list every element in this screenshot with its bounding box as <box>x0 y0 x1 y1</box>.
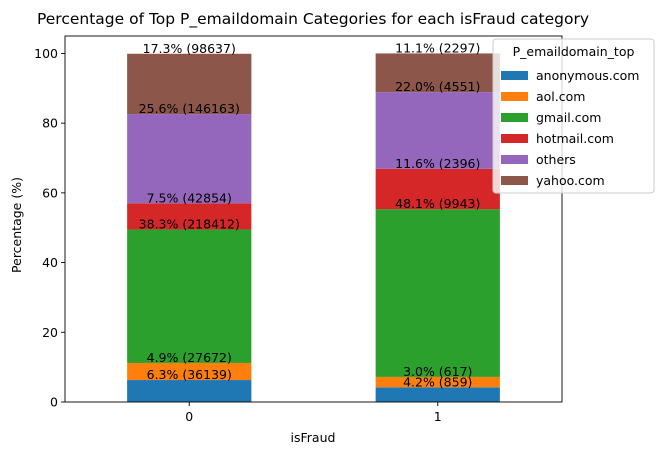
legend-label-others: others <box>536 152 576 167</box>
y-tick-label-0: 0 <box>50 395 58 410</box>
bar-segment-aol-com-0 <box>127 362 252 381</box>
data-label-yahoo-com-1: 11.1% (2297) <box>395 40 480 55</box>
data-label-hotmail-com-0: 7.5% (42854) <box>147 190 232 205</box>
y-tick-label-80: 80 <box>42 116 58 131</box>
bar-segment-yahoo-com-1 <box>375 53 500 93</box>
bar-segment-others-1 <box>375 92 500 169</box>
bar-segment-anonymous-com-1 <box>375 387 500 402</box>
legend-label-hotmail-com: hotmail.com <box>536 131 614 146</box>
data-label-yahoo-com-0: 17.3% (98637) <box>143 41 236 56</box>
legend-swatch-hotmail-com <box>501 134 528 143</box>
data-label-aol-com-1: 3.0% (617) <box>403 364 472 379</box>
data-label-aol-com-0: 4.9% (27672) <box>147 350 232 365</box>
y-tick-label-60: 60 <box>42 185 58 200</box>
bar-segment-gmail-com-0 <box>127 229 252 363</box>
legend-swatch-aol-com <box>501 92 528 101</box>
plot-area: 6.3% (36139) 4.9% (27672) 38.3% (218412) 7.… <box>34 35 563 424</box>
x-tick-label-1: 1 <box>434 409 442 424</box>
legend-label-yahoo-com: yahoo.com <box>536 173 605 188</box>
data-label-others-0: 25.6% (146163) <box>139 101 240 116</box>
legend-label-aol-com: aol.com <box>536 89 585 104</box>
axes-frame <box>64 35 563 403</box>
bar-segment-aol-com-1 <box>375 376 500 388</box>
y-tick-label-20: 20 <box>42 325 58 340</box>
legend: P_emaildomain_top anonymous.com aol.com gma… <box>492 38 655 194</box>
legend-title: P_emaildomain_top <box>513 44 635 59</box>
legend-swatch-anonymous-com <box>501 71 528 80</box>
y-axis-label: Percentage (%) <box>9 177 24 273</box>
legend-swatch-others <box>501 155 528 164</box>
data-label-others-1: 22.0% (4551) <box>395 79 480 94</box>
legend-swatch-yahoo-com <box>501 176 528 185</box>
data-label-gmail-com-1: 48.1% (9943) <box>395 196 480 211</box>
data-label-anonymous-com-0: 6.3% (36139) <box>147 367 232 382</box>
bar-segment-anonymous-com-0 <box>127 380 252 402</box>
data-label-hotmail-com-1: 11.6% (2396) <box>395 156 480 171</box>
data-label-anonymous-com-1: 4.2% (859) <box>403 374 472 389</box>
chart-title: Percentage of Top P_emaildomain Categori… <box>37 10 589 29</box>
legend-box <box>492 38 655 194</box>
y-tick-label-40: 40 <box>42 255 58 270</box>
data-label-gmail-com-0: 38.3% (218412) <box>139 216 240 231</box>
legend-swatch-gmail-com <box>501 113 528 122</box>
x-axis-label: isFraud <box>291 430 336 445</box>
bar-segment-others-0 <box>127 114 252 204</box>
x-tick-label-0: 0 <box>185 409 193 424</box>
bar-segment-hotmail-com-1 <box>375 168 500 210</box>
y-tick-label-100: 100 <box>34 46 58 61</box>
legend-label-gmail-com: gmail.com <box>536 110 601 125</box>
bar-segment-yahoo-com-0 <box>127 53 252 115</box>
legend-label-anonymous-com: anonymous.com <box>536 68 639 83</box>
bar-segment-gmail-com-1 <box>375 209 500 377</box>
bar-segment-hotmail-com-0 <box>127 203 252 230</box>
